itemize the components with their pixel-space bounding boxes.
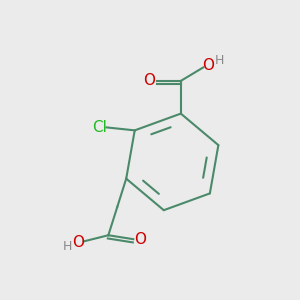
Text: O: O <box>202 58 214 74</box>
Text: O: O <box>73 235 85 250</box>
Text: O: O <box>144 74 156 88</box>
Text: H: H <box>215 53 224 67</box>
Text: H: H <box>63 240 72 253</box>
Text: Cl: Cl <box>92 120 107 135</box>
Text: O: O <box>134 232 146 247</box>
